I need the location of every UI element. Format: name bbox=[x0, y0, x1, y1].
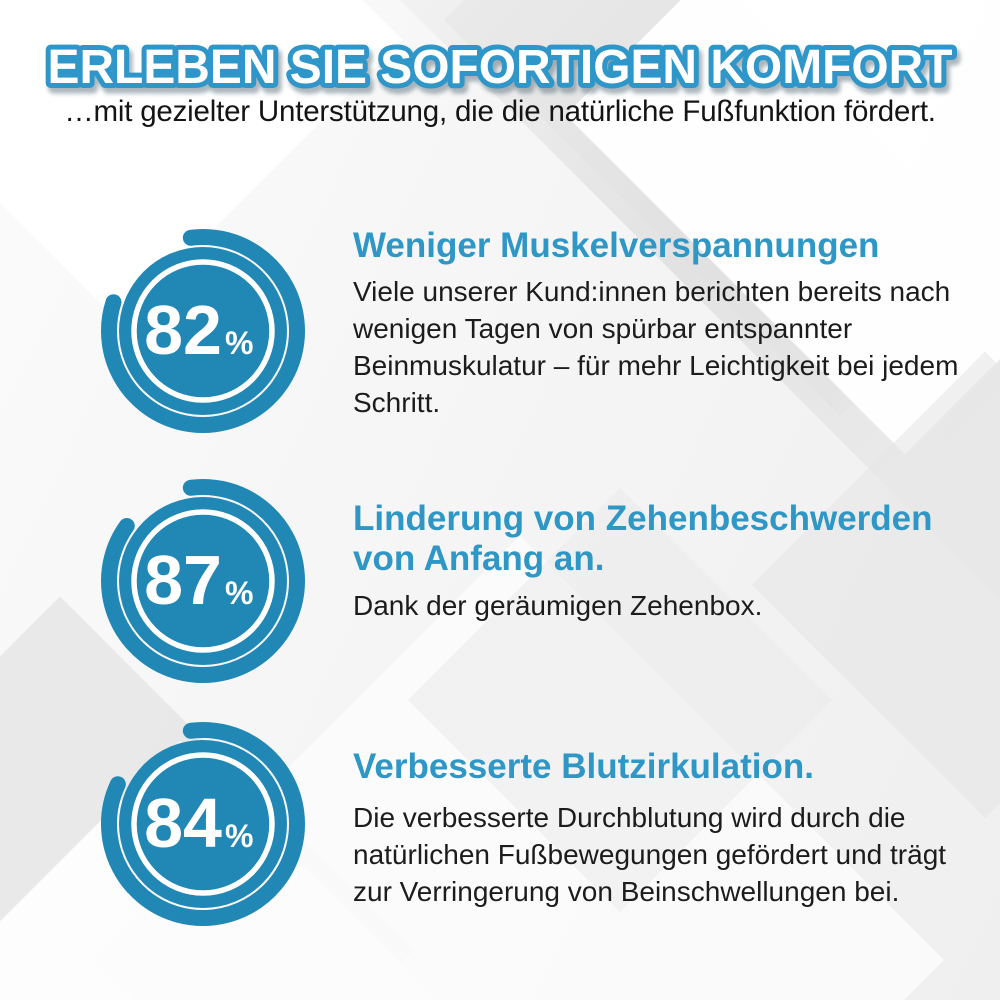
stat-body: Die verbesserte Durchblutung wird durch … bbox=[353, 802, 947, 907]
percent-sign: % bbox=[225, 325, 253, 361]
headline-text: ERLEBEN SIE SOFORTIGEN KOMFORT bbox=[48, 41, 953, 94]
badge-disc bbox=[119, 247, 287, 415]
stat-value: 84 bbox=[144, 784, 222, 862]
headline-shadow-text: ERLEBEN SIE SOFORTIGEN KOMFORT bbox=[51, 46, 956, 99]
percent-sign: % bbox=[225, 818, 253, 854]
headline: ERLEBEN SIE SOFORTIGEN KOMFORT ERLEBEN S… bbox=[43, 36, 962, 105]
stat-value: 82 bbox=[144, 291, 222, 369]
badge-inner-ring bbox=[131, 509, 275, 653]
stat-body: Viele unserer Kund:innen berichten berei… bbox=[353, 276, 959, 418]
stat-heading: Verbesserte Blutzirkulation. bbox=[353, 747, 814, 786]
stat-badge-84: 84 % bbox=[101, 722, 305, 926]
progress-arc-icon bbox=[101, 722, 305, 926]
stat-badge-82: 82 % bbox=[101, 229, 305, 433]
subtitle: …mit gezielter Unterstützung, die die na… bbox=[64, 95, 936, 128]
stat-badge-87: 87 % bbox=[101, 479, 305, 683]
badge-inner-ring bbox=[131, 752, 275, 896]
progress-arc-icon bbox=[101, 229, 305, 433]
badge-inner-ring bbox=[131, 259, 275, 403]
stat-heading: Linderung von Zehenbeschwerden von Anfan… bbox=[353, 499, 933, 578]
percent-sign: % bbox=[225, 575, 253, 611]
stat-value: 87 bbox=[144, 541, 222, 619]
stat-body: Dank der geräumigen Zehenbox. bbox=[353, 590, 763, 621]
stat-heading: Weniger Muskelverspannungen bbox=[353, 226, 880, 265]
badge-disc bbox=[119, 740, 287, 908]
progress-arc-icon bbox=[101, 479, 305, 683]
badge-disc bbox=[119, 497, 287, 665]
